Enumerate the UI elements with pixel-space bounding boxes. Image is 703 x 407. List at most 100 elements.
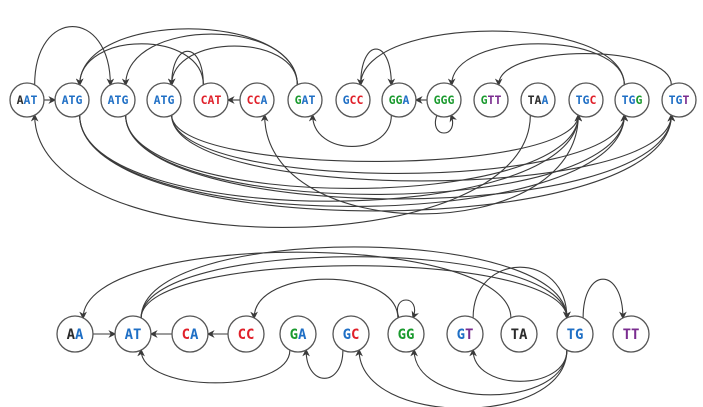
top-node-circle	[473, 82, 509, 118]
top-edge-ggg-to-ggg	[434, 113, 457, 134]
bottom-node-gt: GT	[446, 315, 484, 353]
bottom-node-label: GC	[343, 327, 360, 343]
top-node-circle	[287, 82, 323, 118]
top-node-circle	[146, 82, 182, 118]
bottom-edge-tg-to-tt	[582, 278, 627, 320]
top-edge-gat-to-atg3	[167, 45, 298, 87]
bottom-nodes: AA AT CA CC GA GC GG GT TA TG TT	[56, 315, 650, 353]
bottom-edge-ta-to-aa	[79, 251, 512, 320]
top-node-circle	[614, 82, 650, 118]
bottom-node-label: CC	[238, 327, 255, 343]
top-node-cat: CAT	[193, 82, 229, 118]
bottom-node-label: AA	[67, 327, 84, 343]
top-node-circle	[426, 82, 462, 118]
bottom-node-ga: GA	[279, 315, 317, 353]
bottom-node-circle	[612, 315, 650, 353]
top-node-circle	[9, 82, 45, 118]
top-node-gtt: GTT	[473, 82, 509, 118]
top-edge-atg1-to-tgc	[79, 113, 583, 202]
top-node-circle	[54, 82, 90, 118]
bottom-node-label: TT	[623, 327, 640, 343]
top-edge-atg2-to-tgt	[125, 113, 676, 200]
bottom-node-tg: TG	[556, 315, 594, 353]
top-edge-tgg-to-ggg	[447, 43, 625, 87]
top-node-label: ATG	[154, 93, 175, 107]
bottom-edge-at-to-tg	[140, 246, 571, 320]
bottom-node-circle	[279, 315, 317, 353]
bottom-edge-gc-to-ga	[302, 348, 344, 379]
top-nodes: AAT ATG ATG ATG CAT CCA GAT GCC GGA GGG GTT TAA TGC T…	[9, 82, 697, 118]
top-edge-atg2-to-tgg	[125, 113, 629, 195]
bottom-edge-gg-to-gg	[396, 299, 419, 320]
top-node-ggg: GGG	[426, 82, 462, 118]
top-node-circle	[568, 82, 604, 118]
top-node-circle	[661, 82, 697, 118]
top-edge-atg2-to-tgc	[125, 113, 583, 190]
bottom-edge-gg-to-cc	[250, 278, 399, 320]
bottom-edge-tg-to-gc	[355, 348, 568, 407]
bottom-edge-tg-to-gt	[469, 348, 568, 382]
top-node-tgt: TGT	[661, 82, 697, 118]
top-node-label: TGC	[576, 93, 597, 107]
top-node-circle	[193, 82, 229, 118]
top-node-gcc: GCC	[335, 82, 371, 118]
top-edge-atg3-to-tgt	[171, 113, 676, 182]
bottom-node-circle	[56, 315, 94, 353]
bottom-node-ca: CA	[171, 315, 209, 353]
top-node-atg3: ATG	[146, 82, 182, 118]
top-node-atg2: ATG	[100, 82, 136, 118]
top-node-circle	[520, 82, 556, 118]
top-edge-gcc-to-gga	[360, 48, 396, 87]
bottom-node-label: GA	[290, 327, 307, 343]
top-node-circle	[239, 82, 275, 118]
top-node-aat: AAT	[9, 82, 45, 118]
bottom-node-gc: GC	[332, 315, 370, 353]
top-node-tgc: TGC	[568, 82, 604, 118]
top-graph-3mer: AAT ATG ATG ATG CAT CCA GAT GCC GGA GGG GTT TAA TGC T…	[9, 25, 697, 228]
top-edge-gga-to-gat	[308, 113, 392, 147]
bottom-edge-gt-to-tg	[472, 266, 571, 320]
bottom-node-circle	[227, 315, 265, 353]
bottom-node-circle	[446, 315, 484, 353]
top-edge-tgg-to-gcc	[356, 30, 625, 87]
top-edge-atg1-to-tgg	[79, 113, 629, 207]
top-node-label: GGA	[389, 93, 410, 107]
top-node-taa: TAA	[520, 82, 556, 118]
top-node-atg1: ATG	[54, 82, 90, 118]
bottom-node-gg: GG	[387, 315, 425, 353]
top-node-label: AAT	[17, 93, 38, 107]
top-edge-taa-to-aat	[30, 113, 531, 228]
bottom-node-label: TA	[511, 327, 528, 343]
top-node-cca: CCA	[239, 82, 275, 118]
bottom-node-cc: CC	[227, 315, 265, 353]
bottom-node-tt: TT	[612, 315, 650, 353]
bottom-node-label: TG	[567, 327, 584, 343]
bottom-node-label: GG	[398, 327, 415, 343]
bottom-node-circle	[332, 315, 370, 353]
bottom-edge-at-to-tg	[140, 265, 571, 320]
top-edge-atg3-to-tgc	[171, 113, 583, 163]
top-node-circle	[100, 82, 136, 118]
top-node-label: GTT	[481, 93, 502, 107]
bottom-node-circle	[114, 315, 152, 353]
top-node-label: GAT	[295, 93, 316, 107]
bottom-edge-ga-to-at	[137, 348, 291, 384]
bottom-graph-2mer: AA AT CA CC GA GC GG GT TA TG TT	[56, 246, 650, 407]
bottom-node-circle	[556, 315, 594, 353]
bottom-node-label: CA	[182, 327, 199, 343]
bottom-node-circle	[387, 315, 425, 353]
top-node-label: GCC	[343, 93, 364, 107]
top-node-label: TGT	[669, 93, 690, 107]
top-edge-cat-to-atg3	[167, 50, 204, 87]
bottom-node-circle	[500, 315, 538, 353]
bottom-edges	[79, 246, 627, 407]
top-edge-cat-to-atg1	[75, 43, 204, 87]
top-node-gga: GGA	[381, 82, 417, 118]
top-node-circle	[335, 82, 371, 118]
top-edge-aat-to-atg2	[34, 25, 115, 87]
top-node-label: TGG	[622, 93, 643, 107]
top-node-label: TAA	[528, 93, 549, 107]
top-edge-tgc-to-cca	[260, 113, 579, 215]
top-edge-atg1-to-tgt	[79, 113, 676, 212]
top-node-label: ATG	[108, 93, 129, 107]
